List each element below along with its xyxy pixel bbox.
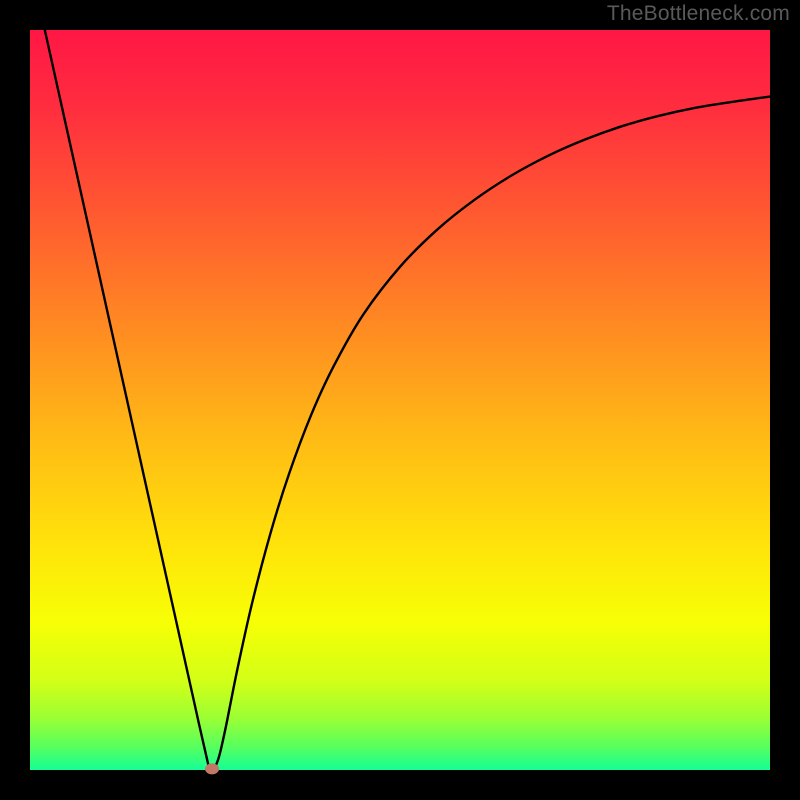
bottleneck-chart	[0, 0, 800, 800]
plot-area	[30, 30, 770, 770]
chart-container: TheBottleneck.com	[0, 0, 800, 800]
watermark-text: TheBottleneck.com	[607, 2, 790, 26]
optimal-point-marker	[205, 763, 219, 774]
